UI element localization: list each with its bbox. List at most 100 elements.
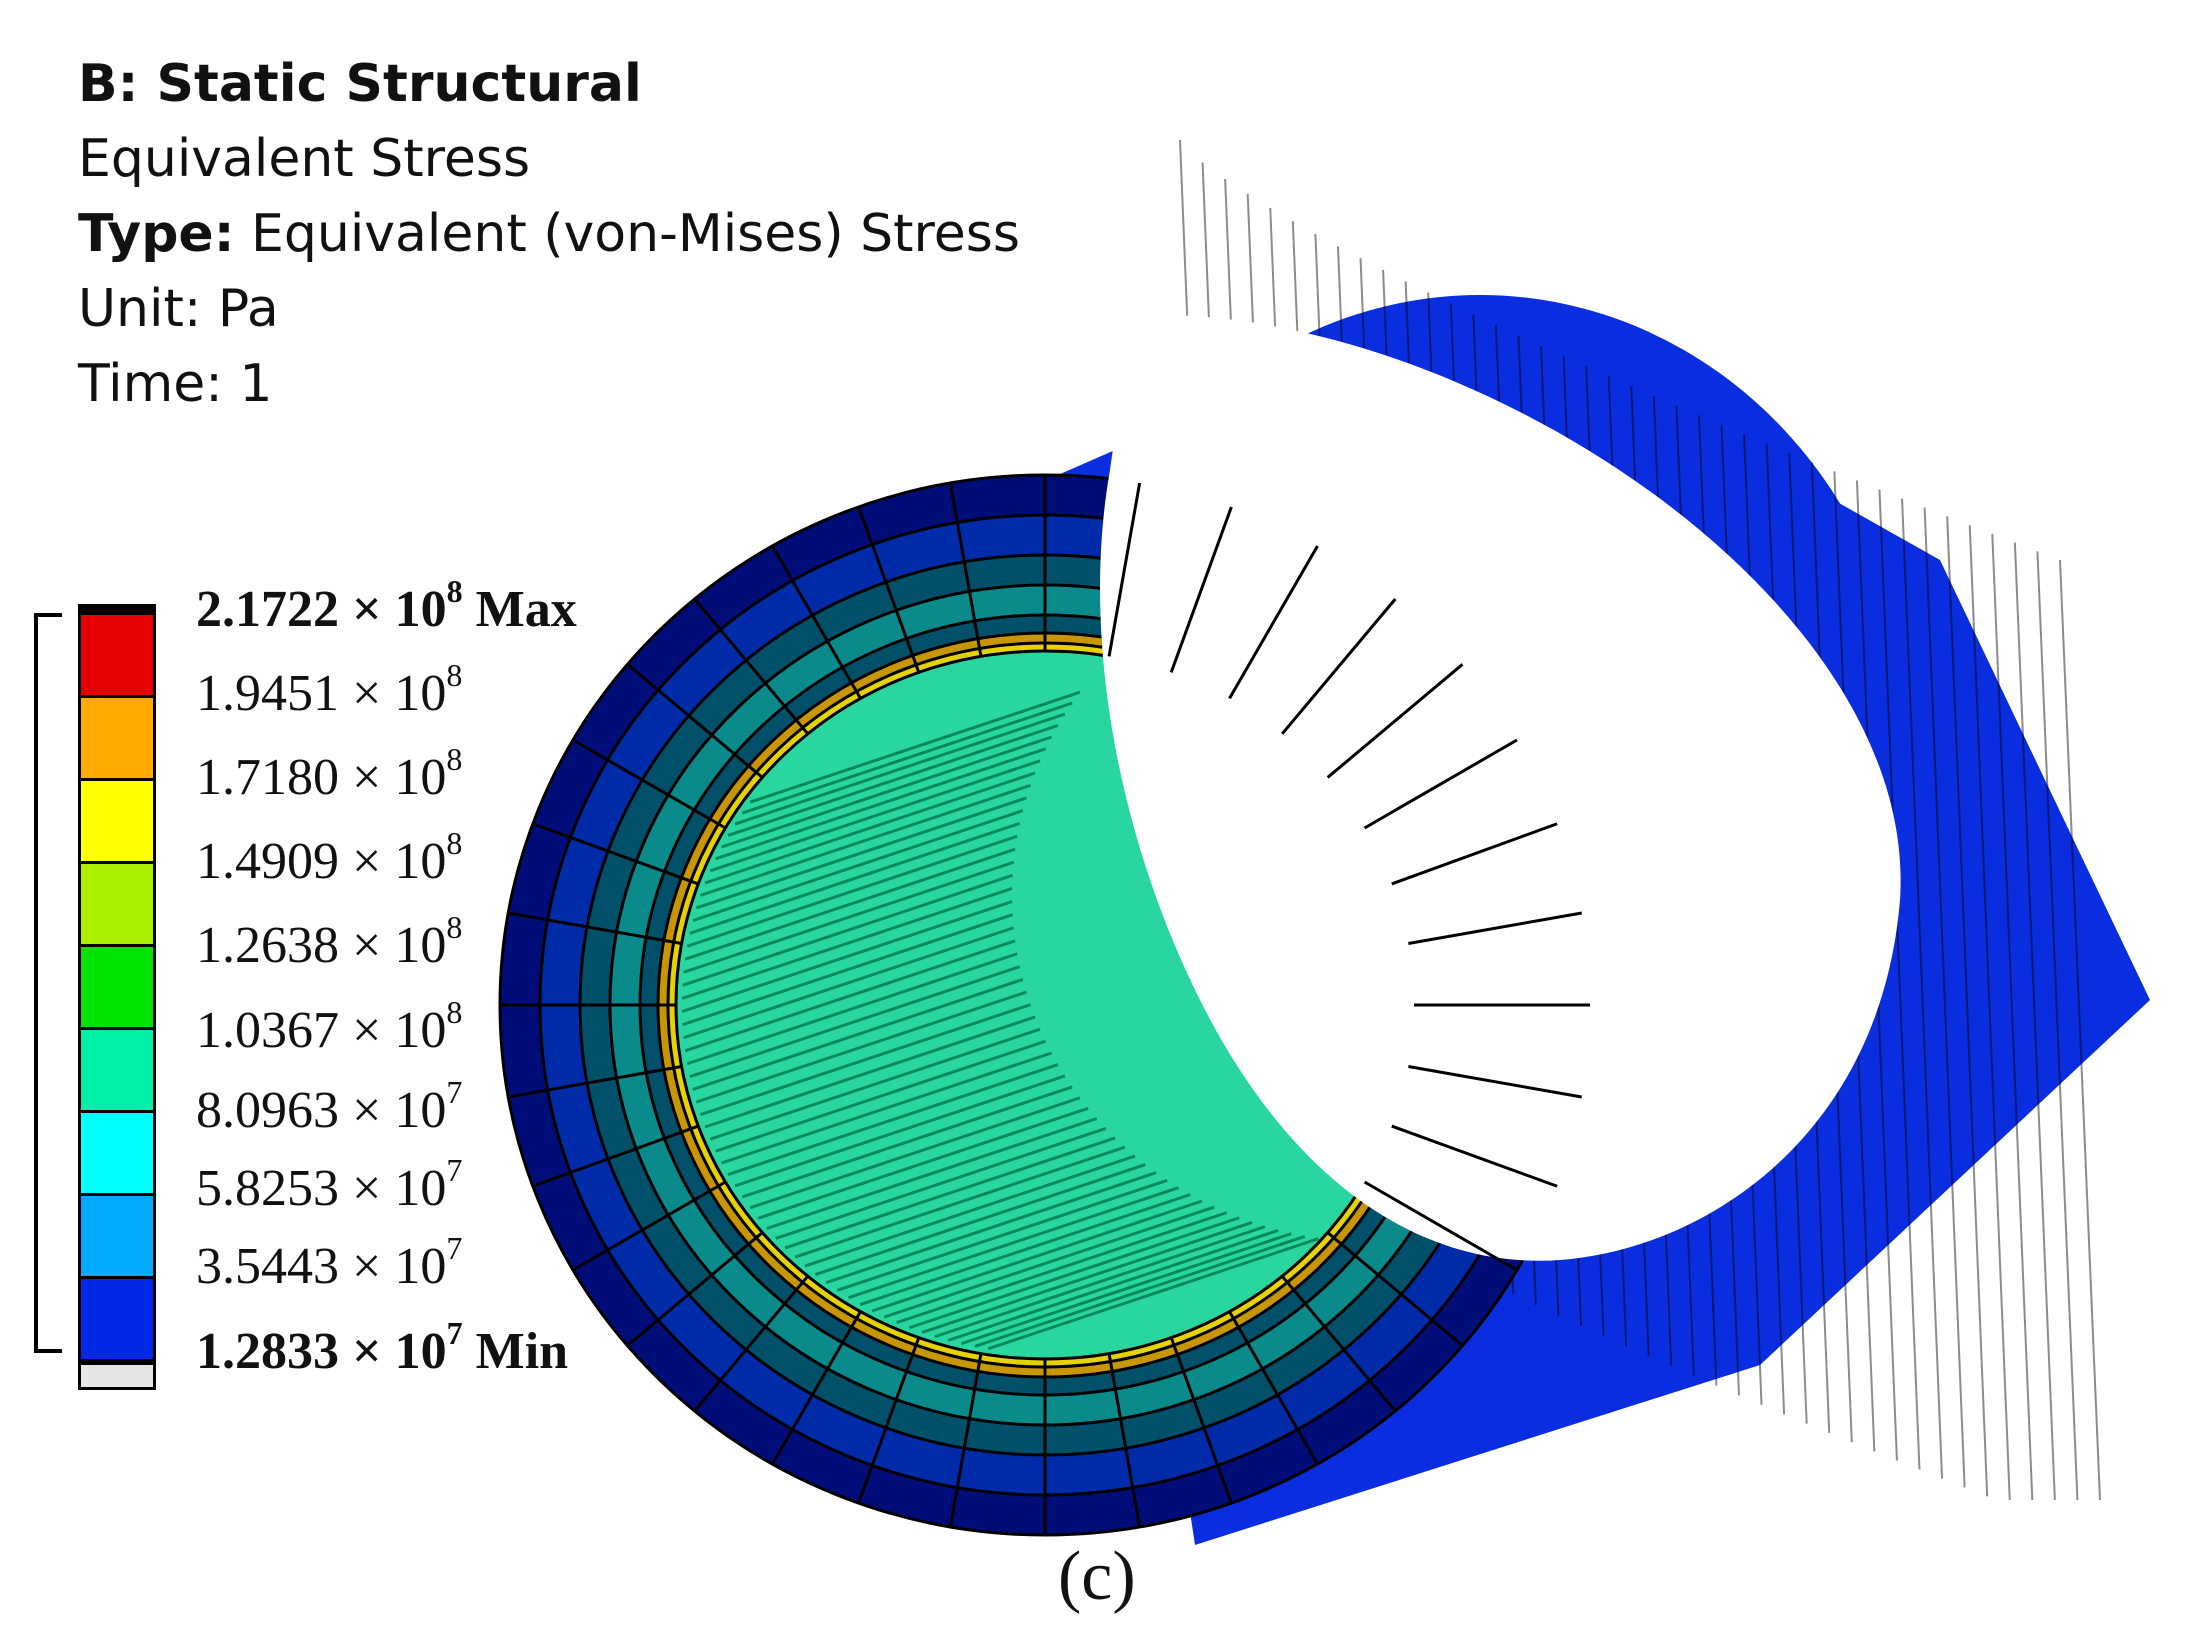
inner-mesh-line — [704, 1015, 1036, 1129]
legend-swatch-3 — [81, 781, 153, 864]
result-type: Type: Equivalent (von-Mises) Stress — [78, 208, 1020, 260]
outer-mesh-line — [2036, 551, 2079, 1501]
legend-swatch-8 — [81, 1196, 153, 1279]
time-value: 1 — [239, 354, 273, 414]
legend-level-3: 1.4909 × 108 — [196, 825, 463, 890]
ring-radial-line — [857, 1337, 921, 1504]
inner-mesh-line — [974, 1234, 1306, 1348]
outer-mesh-line — [1991, 533, 2034, 1501]
legend-swatch-2 — [81, 698, 153, 781]
legend-level-5: 1.0367 × 108 — [196, 994, 463, 1059]
inner-mesh-line — [757, 1106, 1089, 1220]
inner-mesh-line — [692, 809, 1024, 922]
inner-mesh-line — [682, 913, 1014, 1027]
legend-cap-bottom — [81, 1359, 153, 1387]
ring-radial-line — [1326, 663, 1464, 779]
legend-swatch-9 — [81, 1279, 153, 1359]
ring-radial-line — [693, 598, 809, 735]
inner-mesh-line — [682, 873, 1014, 987]
inner-mesh-line — [741, 701, 1073, 815]
ring-radial-line — [948, 1353, 983, 1528]
inner-mesh-line — [684, 847, 1016, 961]
inner-mesh-line — [704, 771, 1036, 885]
ring-radial-line — [1326, 1231, 1464, 1347]
inner-mesh-line — [749, 1096, 1081, 1210]
ring-radial-line — [771, 545, 862, 700]
legend-swatches — [81, 615, 153, 1359]
time-key: Time: — [78, 354, 223, 414]
inner-mesh-line — [947, 1228, 1279, 1342]
inner-mesh-line — [908, 1216, 1240, 1330]
result-name: Equivalent Stress — [78, 129, 531, 189]
legend-swatch-6 — [81, 1030, 153, 1113]
legend-swatch-4 — [81, 864, 153, 947]
inner-mesh-line — [960, 1232, 1292, 1346]
inner-mesh-line — [686, 952, 1018, 1066]
inner-mesh-line — [683, 926, 1015, 1040]
ring-radial-line — [771, 1310, 862, 1465]
ring-radial-line — [532, 1124, 699, 1188]
inner-mesh-line — [689, 821, 1021, 935]
outer-mesh-line — [1946, 516, 1989, 1497]
inner-mesh-line — [700, 1003, 1031, 1117]
legend-max-label: 2.1722 × 108 Max — [196, 573, 577, 638]
ring-radial-line — [572, 1180, 727, 1272]
ring-radial-line — [1228, 1310, 1319, 1465]
legend-level-6: 8.0963 × 107 — [196, 1074, 463, 1139]
unit-value: Pa — [217, 279, 279, 339]
outer-mesh-line — [2059, 559, 2101, 1501]
legend-level-2: 1.7180 × 108 — [196, 741, 463, 806]
inner-mesh-line — [804, 1154, 1136, 1268]
ring-radial-line — [1281, 1275, 1397, 1412]
result-time: Time: 1 — [78, 358, 272, 410]
ring-radial-line — [532, 822, 699, 886]
inner-mesh-line — [784, 1136, 1116, 1250]
inner-mesh-line — [709, 759, 1041, 873]
inner-mesh-line — [987, 1237, 1319, 1351]
inner-mesh-line — [727, 1063, 1059, 1176]
inner-mesh-line — [715, 1039, 1047, 1153]
ring-radial-line — [1363, 738, 1518, 830]
inner-mesh-line — [734, 1074, 1066, 1188]
inner-mesh-line — [934, 1225, 1266, 1339]
unit-key: Unit: — [78, 279, 202, 339]
analysis-title: B: Static Structural — [78, 54, 642, 114]
outer-mesh-line — [2013, 542, 2056, 1501]
inner-mesh-line — [721, 735, 1053, 849]
ring-radial-line — [1408, 911, 1582, 946]
ring-radial-line — [948, 482, 983, 657]
inner-mesh-line — [686, 834, 1018, 948]
ring-radial-line — [1107, 1353, 1142, 1528]
outer-mesh-line — [1923, 507, 1966, 1488]
inner-mesh-line — [921, 1221, 1253, 1334]
inner-mesh-line — [825, 1171, 1157, 1285]
inner-mesh-line — [681, 900, 1013, 1013]
inner-mesh-line — [734, 712, 1066, 826]
inner-mesh-line — [684, 939, 1016, 1053]
legend-min-label: 1.2833 × 107 Min — [196, 1315, 569, 1380]
ring-radial-line — [1169, 1337, 1233, 1504]
legend-swatch-7 — [81, 1113, 153, 1196]
inner-mesh-line — [689, 965, 1021, 1079]
inner-mesh-line — [681, 887, 1013, 1000]
ring-radial-line — [693, 1275, 809, 1412]
outer-mesh-line — [1878, 489, 1921, 1470]
type-value: Equivalent (von-Mises) Stress — [251, 204, 1020, 264]
inner-mesh-line — [709, 1027, 1041, 1141]
legend-level-7: 5.8253 × 107 — [196, 1152, 463, 1217]
outer-mesh-line — [1968, 525, 2011, 1501]
inner-mesh-line — [775, 1126, 1107, 1240]
inner-mesh-line — [871, 1199, 1203, 1313]
inner-mesh-line — [683, 860, 1015, 974]
ring-radial-line — [1391, 1124, 1558, 1188]
inner-mesh-line — [859, 1193, 1191, 1306]
result-unit: Unit: Pa — [78, 283, 279, 335]
ring-radial-line — [626, 663, 764, 779]
legend-level-4: 1.2638 × 108 — [196, 909, 463, 974]
inner-mesh-line — [695, 990, 1027, 1104]
ring-radial-line — [1391, 822, 1558, 886]
outer-mesh-line — [1901, 498, 1944, 1479]
ring-radial-line — [1363, 1180, 1518, 1272]
legend-level-1: 1.9451 × 108 — [196, 657, 463, 722]
